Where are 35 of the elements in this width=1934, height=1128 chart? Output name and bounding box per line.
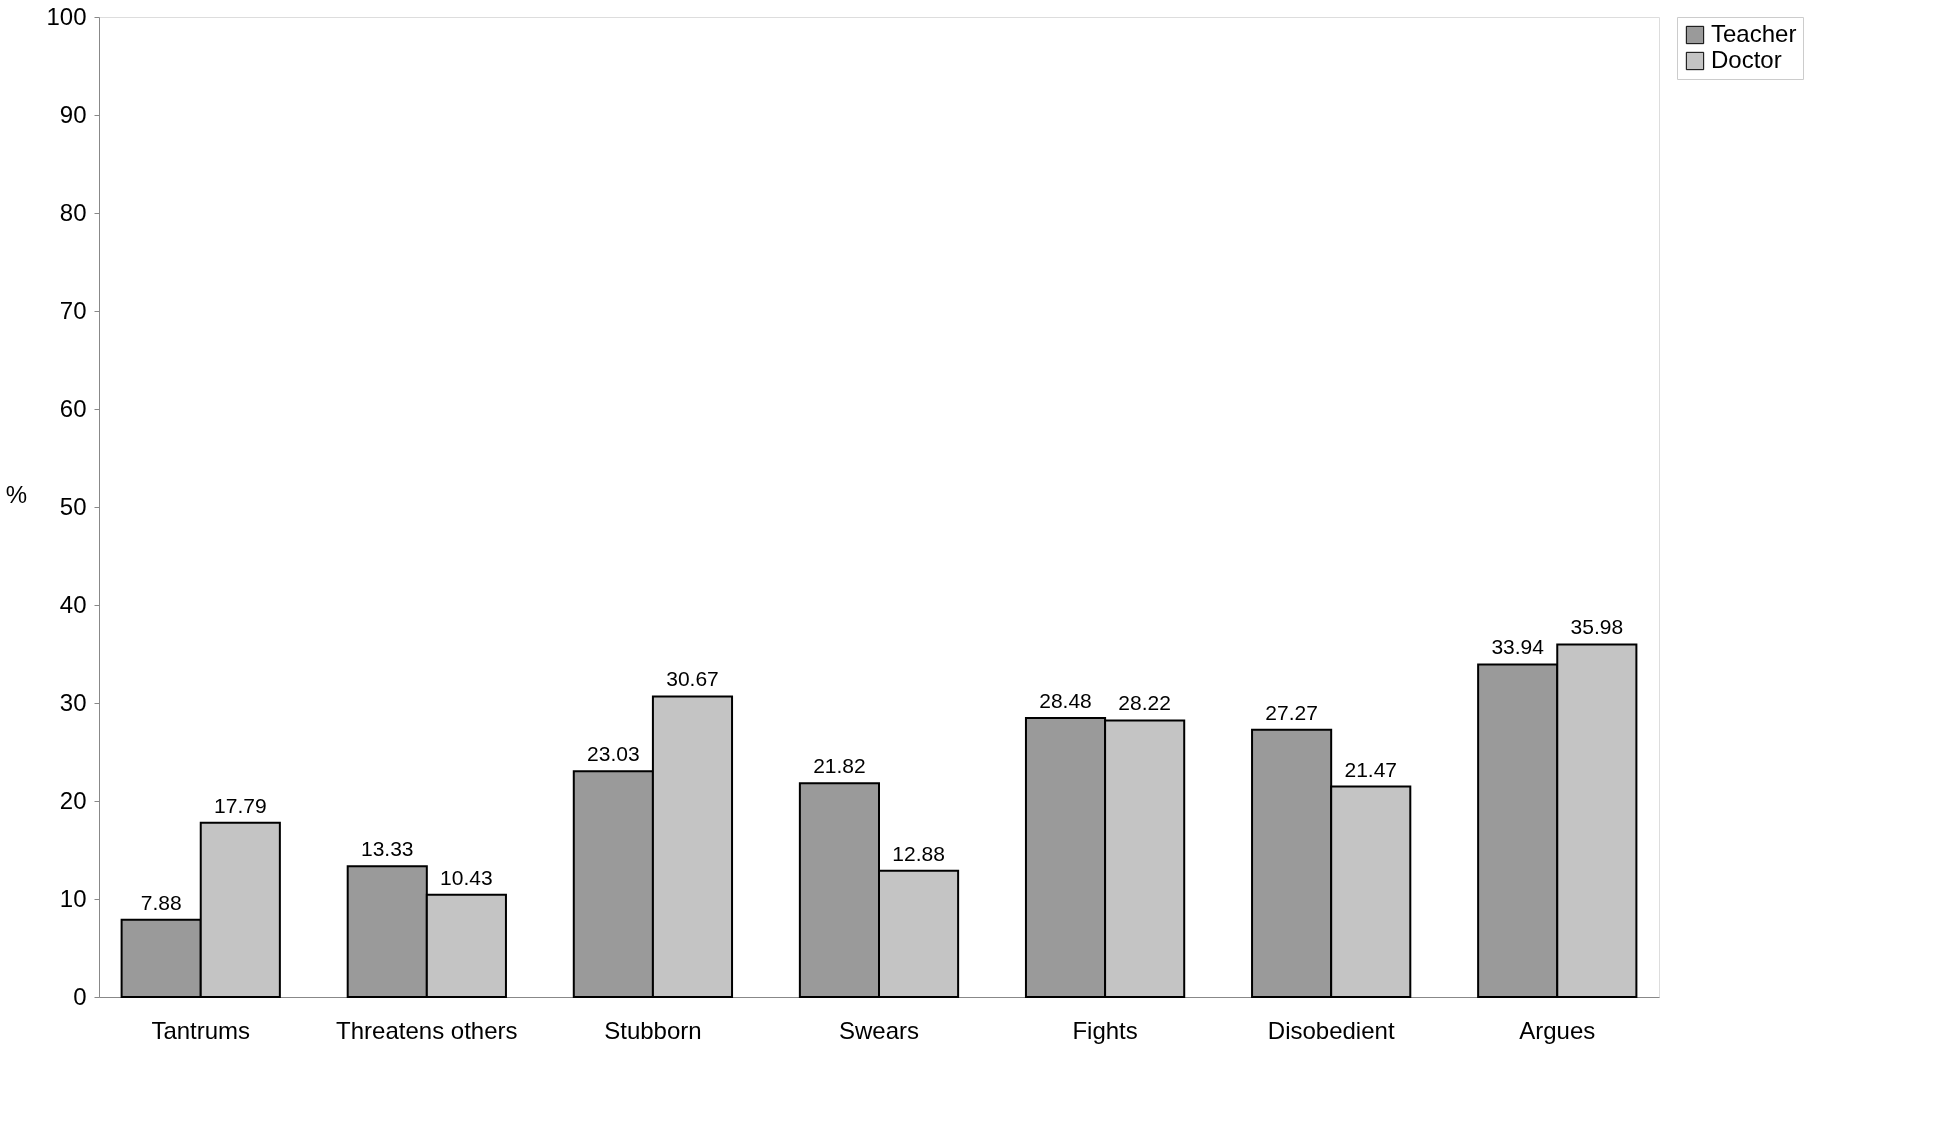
data-label: 21.47 [1344,757,1398,781]
y-tick-label: 10 [59,884,87,912]
y-tick-label: 50 [59,492,87,520]
x-tick-label: Stubborn [604,1016,702,1044]
data-label: 28.22 [1118,691,1171,715]
y-tick-label: 30 [59,688,87,716]
data-label: 13.33 [360,837,414,861]
y-tick-label: 40 [59,590,87,618]
y-tick-label: 100 [46,2,87,30]
y-tick-label: 90 [59,100,87,128]
data-label: 27.27 [1265,700,1318,724]
legend-label: Doctor [1711,46,1782,73]
y-tick-label: 60 [59,394,87,422]
data-label: 17.79 [214,793,267,817]
x-tick-label: Swears [838,1016,920,1044]
y-tick-label: 0 [73,982,87,1010]
data-label: 7.88 [140,890,182,914]
y-axis-title: % [5,480,28,508]
y-tick-label: 70 [59,296,87,324]
data-label: 35.98 [1570,615,1624,639]
data-label: 28.48 [1039,688,1092,712]
data-label: 10.43 [440,865,493,889]
data-label: 21.82 [813,754,866,778]
data-label: 30.67 [666,667,719,691]
x-tick-label: Disobedient [1267,1016,1395,1044]
legend-label: Teacher [1711,20,1797,47]
data-label: 12.88 [892,841,945,865]
y-tick-label: 80 [59,198,87,226]
x-tick-label: Threatens others [336,1016,518,1044]
y-tick-label: 20 [59,786,87,814]
x-tick-label: Tantrums [151,1016,251,1044]
data-label: 23.03 [587,742,640,766]
x-tick-label: Fights [1072,1016,1138,1044]
x-tick-label: Argues [1519,1016,1596,1044]
data-label: 33.94 [1491,635,1545,659]
